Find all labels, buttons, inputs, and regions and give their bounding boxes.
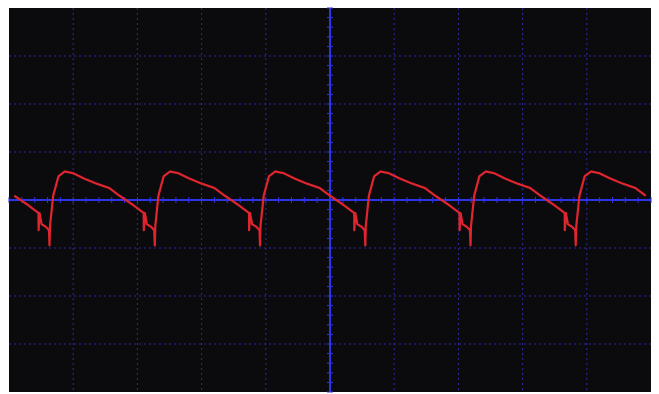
center-axes (8, 7, 652, 393)
signal-trace (13, 170, 647, 247)
